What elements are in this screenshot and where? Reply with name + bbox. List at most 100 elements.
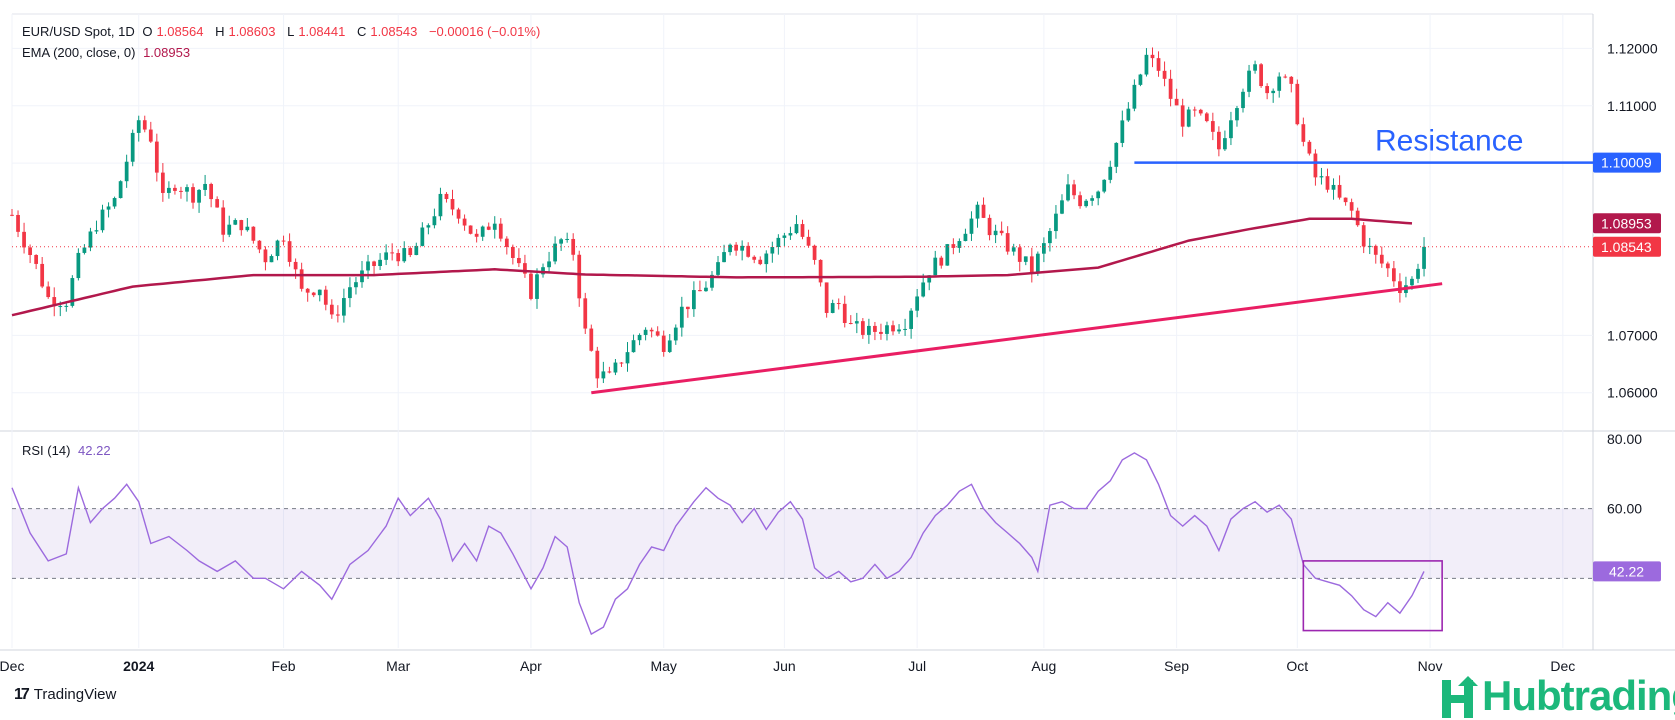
support-trendline[interactable] — [591, 282, 1443, 395]
time-tick-label: Oct — [1286, 658, 1308, 674]
candle-body — [879, 331, 883, 334]
candle-body — [408, 248, 413, 256]
candle-body — [197, 189, 201, 203]
candle-body — [402, 248, 407, 262]
time-tick-label: May — [650, 658, 676, 674]
candle-body — [215, 199, 220, 208]
high-label: H — [215, 24, 225, 39]
candle-body — [82, 247, 87, 253]
candle-body — [655, 331, 660, 336]
rsi-highlight-box[interactable] — [1302, 560, 1443, 632]
candle-body — [10, 214, 14, 216]
price-pane[interactable]: Resistance — [10, 47, 1593, 395]
candle-body — [1029, 256, 1034, 273]
candle-body — [498, 223, 503, 239]
candle-body — [293, 261, 298, 270]
candle-body — [903, 328, 907, 330]
rsi-legend: RSI (14) 42.22 — [22, 443, 115, 458]
candle-body — [1241, 91, 1245, 109]
candle-body — [1060, 200, 1064, 214]
candle-body — [329, 304, 334, 315]
candle-body — [1120, 120, 1125, 143]
resistance-price-badge-bg — [1593, 152, 1661, 173]
candle-body — [287, 241, 292, 262]
candle-body — [1011, 247, 1016, 252]
candle-body — [1277, 76, 1282, 91]
time-tick-label: Jun — [773, 658, 796, 674]
candle-body — [1283, 76, 1288, 78]
candle-body — [167, 187, 171, 193]
candle-body — [245, 226, 250, 231]
candle-body — [1150, 54, 1155, 59]
candle-body — [221, 207, 226, 235]
candle-body — [1138, 74, 1143, 85]
candle-body — [366, 261, 370, 271]
candle-body — [130, 132, 135, 162]
candle-body — [462, 218, 467, 226]
candle-body — [1289, 76, 1294, 84]
candle-body — [510, 246, 515, 258]
ohlc-legend: EUR/USD Spot, 1D O 1.08564 H 1.08603 L 1.08… — [22, 24, 544, 39]
candle-body — [776, 237, 781, 248]
candle-body — [1126, 108, 1131, 121]
time-tick-label: 2024 — [123, 658, 154, 674]
candle-body — [1271, 90, 1276, 94]
candle-body — [517, 257, 521, 264]
candle-body — [860, 321, 865, 335]
candle-body — [1343, 197, 1348, 203]
candle-body — [1066, 184, 1070, 201]
price-tick-label: 1.06000 — [1607, 385, 1658, 401]
ema-price-badge-label: 1.08953 — [1601, 215, 1652, 231]
candle-body — [251, 226, 256, 241]
candle-body — [390, 252, 395, 254]
candle-body — [728, 244, 732, 253]
time-tick-label: Dec — [1550, 658, 1575, 674]
candle-body — [28, 247, 32, 255]
candle-body — [547, 261, 551, 268]
hubtrading-wordmark: Hubtrading — [1482, 672, 1675, 719]
candle-body — [70, 278, 75, 306]
candle-body — [275, 240, 280, 257]
candle-body — [1398, 281, 1402, 293]
candle-body — [921, 282, 926, 297]
candle-body — [637, 334, 642, 341]
price-tick-label: 1.12000 — [1607, 40, 1658, 56]
candle-body — [504, 238, 509, 247]
candle-body — [740, 245, 745, 251]
candle-body — [305, 288, 310, 293]
candle-body — [372, 261, 376, 266]
high-value: 1.08603 — [228, 24, 276, 39]
candle-body — [957, 241, 962, 248]
candle-body — [58, 306, 63, 308]
candle-body — [1156, 58, 1161, 71]
resistance-price-badge-label: 1.10009 — [1601, 155, 1652, 171]
candle-body — [619, 362, 624, 364]
candle-body — [1379, 254, 1384, 264]
candle-body — [981, 204, 986, 218]
candle-body — [112, 198, 117, 207]
candle-body — [311, 292, 316, 296]
candle-body — [873, 325, 877, 332]
close-value: 1.08543 — [370, 24, 418, 39]
candle-body — [631, 340, 636, 353]
close-label: C — [356, 24, 367, 39]
candle-body — [577, 254, 582, 299]
candle-body — [46, 286, 51, 298]
candle-body — [963, 233, 968, 242]
candle-body — [1223, 138, 1227, 150]
axes: 1.120001.110001.100001.070001.06000Dec20… — [0, 40, 1661, 674]
candle-body — [1355, 210, 1360, 226]
candle-body — [891, 325, 895, 332]
last-price-badge-label: 1.08543 — [1601, 239, 1652, 255]
candle-body — [456, 209, 461, 219]
time-tick-label: Aug — [1031, 658, 1056, 674]
candle-body — [794, 224, 799, 234]
rsi-pane[interactable] — [11, 452, 1593, 636]
symbol-label: EUR/USD Spot, 1D — [22, 24, 135, 39]
ema-price-badge-bg — [1593, 213, 1661, 234]
candle-body — [450, 199, 455, 210]
candle-body — [1229, 120, 1233, 139]
candle-body — [818, 259, 823, 283]
tradingview-brand[interactable]: 17 TradingView — [14, 686, 116, 704]
